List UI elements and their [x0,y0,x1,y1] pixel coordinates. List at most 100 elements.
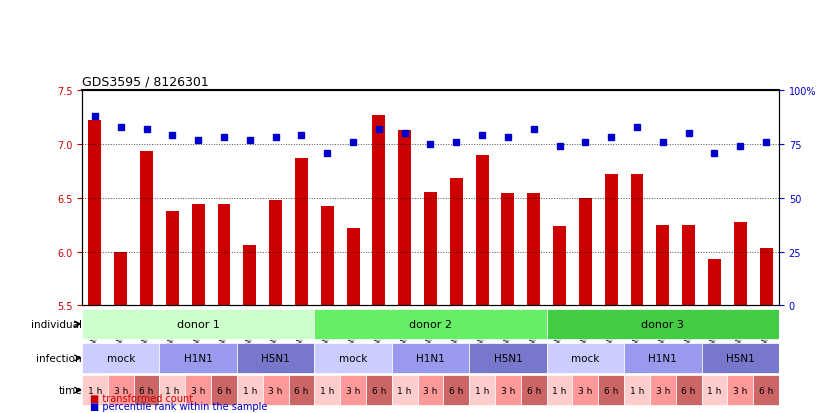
Bar [527,194,540,306]
Bar [733,223,746,306]
Bar [295,159,307,306]
FancyBboxPatch shape [82,375,107,405]
FancyBboxPatch shape [185,375,210,405]
FancyBboxPatch shape [365,375,391,405]
Text: mock: mock [571,353,599,363]
FancyBboxPatch shape [468,343,546,373]
FancyBboxPatch shape [314,343,391,373]
Text: H5N1: H5N1 [493,353,522,363]
Text: 1 h: 1 h [319,386,334,395]
Text: donor 2: donor 2 [409,319,451,329]
FancyBboxPatch shape [107,375,133,405]
Bar [243,245,256,306]
FancyBboxPatch shape [159,343,237,373]
Text: H1N1: H1N1 [183,353,212,363]
FancyBboxPatch shape [649,375,675,405]
FancyBboxPatch shape [391,375,417,405]
FancyBboxPatch shape [753,375,778,405]
FancyBboxPatch shape [520,375,546,405]
FancyBboxPatch shape [598,375,623,405]
FancyBboxPatch shape [623,375,649,405]
Bar [553,226,565,306]
Text: infection: infection [36,353,82,363]
Text: donor 3: donor 3 [640,319,683,329]
Text: 3 h: 3 h [577,386,592,395]
Text: 3 h: 3 h [423,386,437,395]
Text: 6 h: 6 h [604,386,618,395]
FancyBboxPatch shape [546,309,778,339]
Bar [681,225,695,306]
Text: 6 h: 6 h [758,386,772,395]
Text: GDS3595 / 8126301: GDS3595 / 8126301 [82,75,209,88]
FancyBboxPatch shape [726,375,753,405]
Text: H5N1: H5N1 [261,353,290,363]
Text: 1 h: 1 h [242,386,256,395]
Bar [578,198,591,306]
FancyBboxPatch shape [675,375,701,405]
Bar [140,152,153,306]
Text: 1 h: 1 h [629,386,644,395]
Text: 6 h: 6 h [216,386,231,395]
Text: 3 h: 3 h [113,386,128,395]
Bar [475,155,488,306]
Text: 6 h: 6 h [526,386,541,395]
Bar [114,252,127,306]
Text: 1 h: 1 h [474,386,489,395]
FancyBboxPatch shape [391,343,468,373]
FancyBboxPatch shape [546,375,572,405]
Text: donor 1: donor 1 [177,319,219,329]
FancyBboxPatch shape [340,375,365,405]
Bar [372,116,385,306]
Text: 3 h: 3 h [500,386,514,395]
Text: 6 h: 6 h [139,386,153,395]
Text: individual: individual [31,319,82,329]
FancyBboxPatch shape [237,375,262,405]
Bar [450,179,462,306]
Bar [192,205,205,306]
Bar [320,207,333,306]
Text: 1 h: 1 h [552,386,566,395]
FancyBboxPatch shape [572,375,598,405]
Text: mock: mock [338,353,367,363]
FancyBboxPatch shape [546,343,623,373]
Text: 6 h: 6 h [371,386,386,395]
FancyBboxPatch shape [210,375,237,405]
Bar [269,200,282,306]
Text: 3 h: 3 h [732,386,747,395]
Bar [707,259,720,306]
Bar [217,205,230,306]
Text: ■ transformed count: ■ transformed count [90,393,193,403]
Text: 6 h: 6 h [681,386,695,395]
Bar [758,249,771,306]
Text: 1 h: 1 h [397,386,411,395]
FancyBboxPatch shape [417,375,443,405]
FancyBboxPatch shape [288,375,314,405]
Bar [423,193,437,306]
Text: time: time [58,385,82,395]
FancyBboxPatch shape [82,309,314,339]
FancyBboxPatch shape [443,375,468,405]
Text: H1N1: H1N1 [415,353,445,363]
FancyBboxPatch shape [314,309,546,339]
FancyBboxPatch shape [701,343,778,373]
FancyBboxPatch shape [159,375,185,405]
Bar [630,175,643,306]
Bar [165,211,179,306]
FancyBboxPatch shape [314,375,340,405]
Bar [346,228,359,306]
Bar [655,225,668,306]
Text: H5N1: H5N1 [725,353,753,363]
Text: 3 h: 3 h [191,386,205,395]
Text: 3 h: 3 h [655,386,669,395]
FancyBboxPatch shape [237,343,314,373]
FancyBboxPatch shape [623,343,701,373]
Text: 1 h: 1 h [707,386,721,395]
Text: 6 h: 6 h [449,386,463,395]
FancyBboxPatch shape [133,375,159,405]
FancyBboxPatch shape [701,375,726,405]
FancyBboxPatch shape [82,343,159,373]
Text: mock: mock [106,353,135,363]
Text: 1 h: 1 h [88,386,102,395]
Text: 3 h: 3 h [268,386,283,395]
Text: ■ percentile rank within the sample: ■ percentile rank within the sample [90,401,267,411]
